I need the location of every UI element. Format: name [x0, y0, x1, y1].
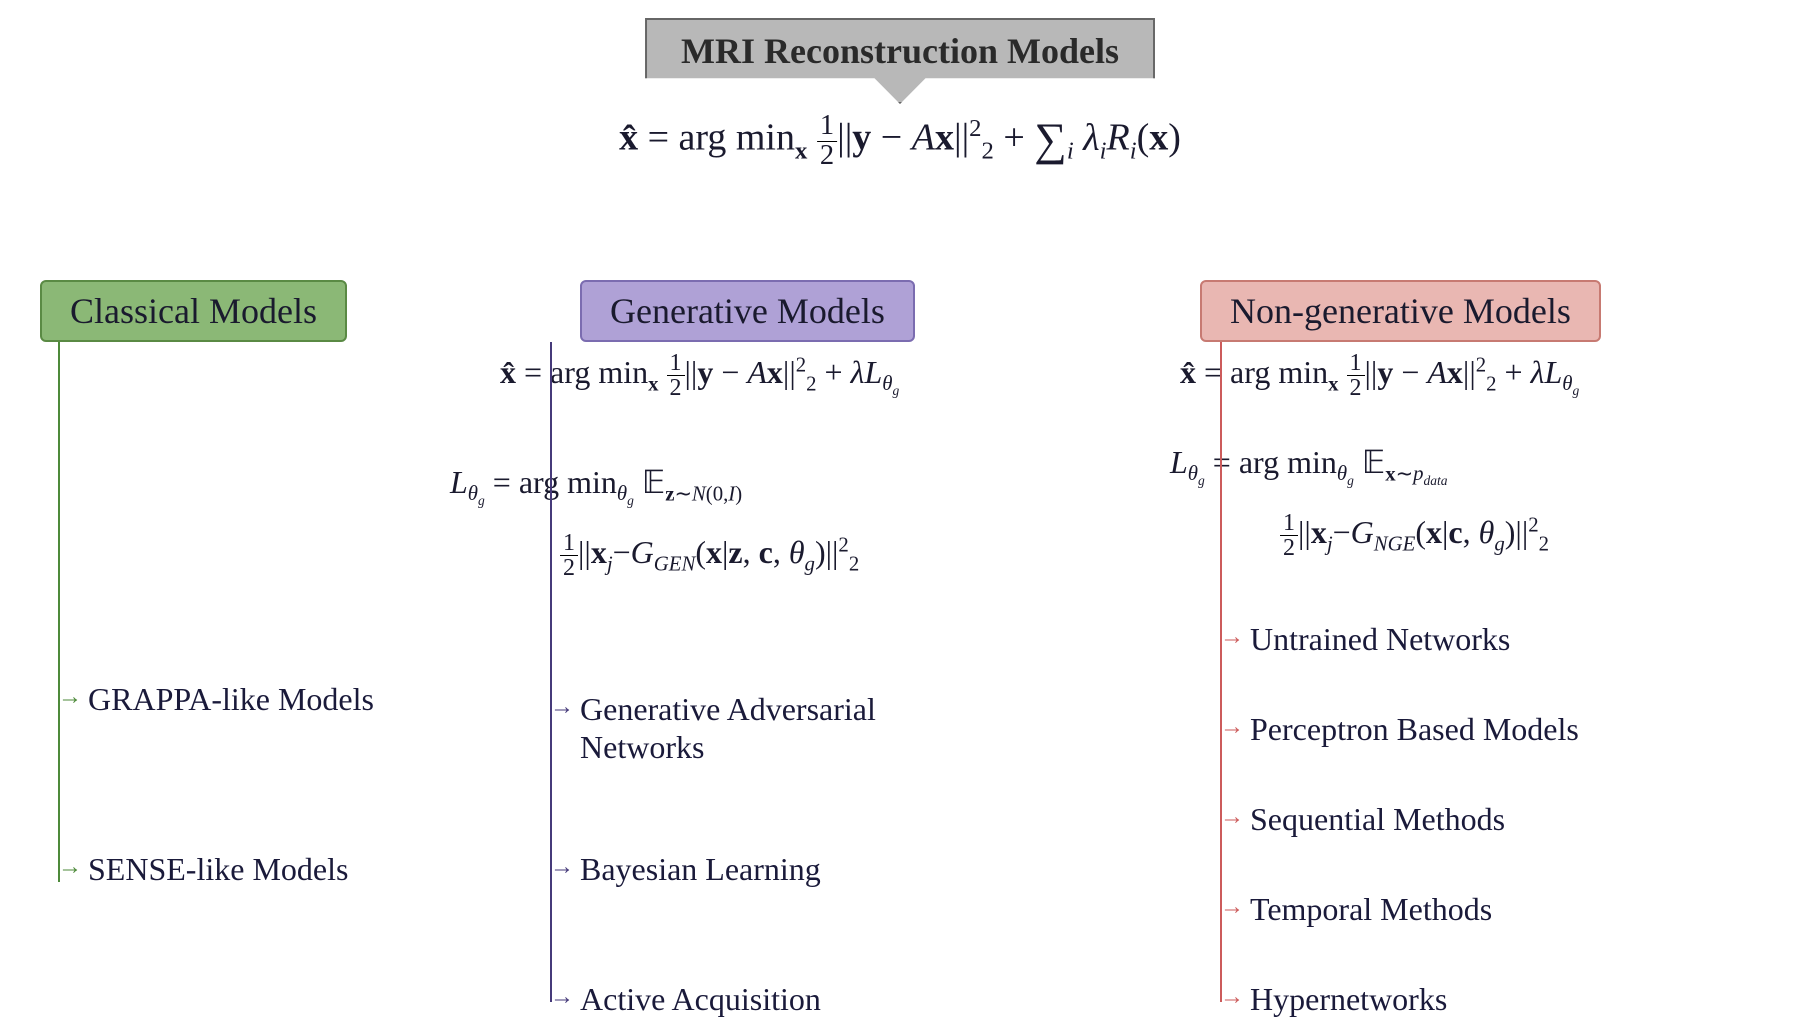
- arrow-icon: →: [1220, 714, 1244, 741]
- arrow-icon: →: [58, 854, 82, 881]
- generative-item-1: → Bayesian Learning: [550, 850, 821, 888]
- generative-header: Generative Models: [580, 280, 915, 342]
- arrow-icon: →: [550, 984, 574, 1011]
- classical-header: Classical Models: [40, 280, 347, 342]
- title-banner: MRI Reconstruction Models: [645, 18, 1155, 104]
- generative-eq-1: x̂ = arg minx 12||y − Ax||22 + λLθg: [500, 350, 899, 401]
- arrow-icon: →: [1220, 624, 1244, 651]
- nongen-item-2: → Sequential Methods: [1220, 800, 1505, 838]
- arrow-icon: →: [550, 694, 574, 721]
- nongen-item-4: → Hypernetworks: [1220, 980, 1447, 1018]
- classical-item-0: → GRAPPA-like Models: [58, 680, 374, 718]
- arrow-icon: →: [58, 684, 82, 711]
- generative-eq-2: Lθg = arg minθg 𝔼z∼N(0,I): [450, 460, 742, 511]
- arrow-icon: →: [1220, 894, 1244, 921]
- arrow-icon: →: [1220, 984, 1244, 1011]
- generative-item-2: → Active Acquisition: [550, 980, 821, 1018]
- nongen-eq-1: x̂ = arg minx 12||y − Ax||22 + λLθg: [1180, 350, 1579, 401]
- classical-item-1: → SENSE-like Models: [58, 850, 348, 888]
- page-title: MRI Reconstruction Models: [681, 31, 1119, 71]
- nongenerative-header: Non-generative Models: [1200, 280, 1601, 342]
- nongen-eq-3: 12||xj−GNGE(x|c, θg)||22: [1280, 510, 1549, 560]
- nongen-eq-2: Lθg = arg minθg 𝔼x∼pdata: [1170, 440, 1448, 491]
- nongen-item-0: → Untrained Networks: [1220, 620, 1510, 658]
- generative-eq-3: 12||xj−GGEN(x|z, c, θg)||22: [560, 530, 859, 580]
- generative-line: [550, 342, 552, 1002]
- generative-item-0: → Generative Adversarial Networks: [550, 690, 970, 767]
- main-equation: x̂ = arg minx 12||y − Ax||22 + ∑i λiRi(x…: [619, 112, 1181, 170]
- nongen-item-3: → Temporal Methods: [1220, 890, 1492, 928]
- arrow-icon: →: [1220, 804, 1244, 831]
- classical-line: [58, 342, 60, 882]
- nongen-item-1: → Perceptron Based Models: [1220, 710, 1579, 748]
- arrow-icon: →: [550, 854, 574, 881]
